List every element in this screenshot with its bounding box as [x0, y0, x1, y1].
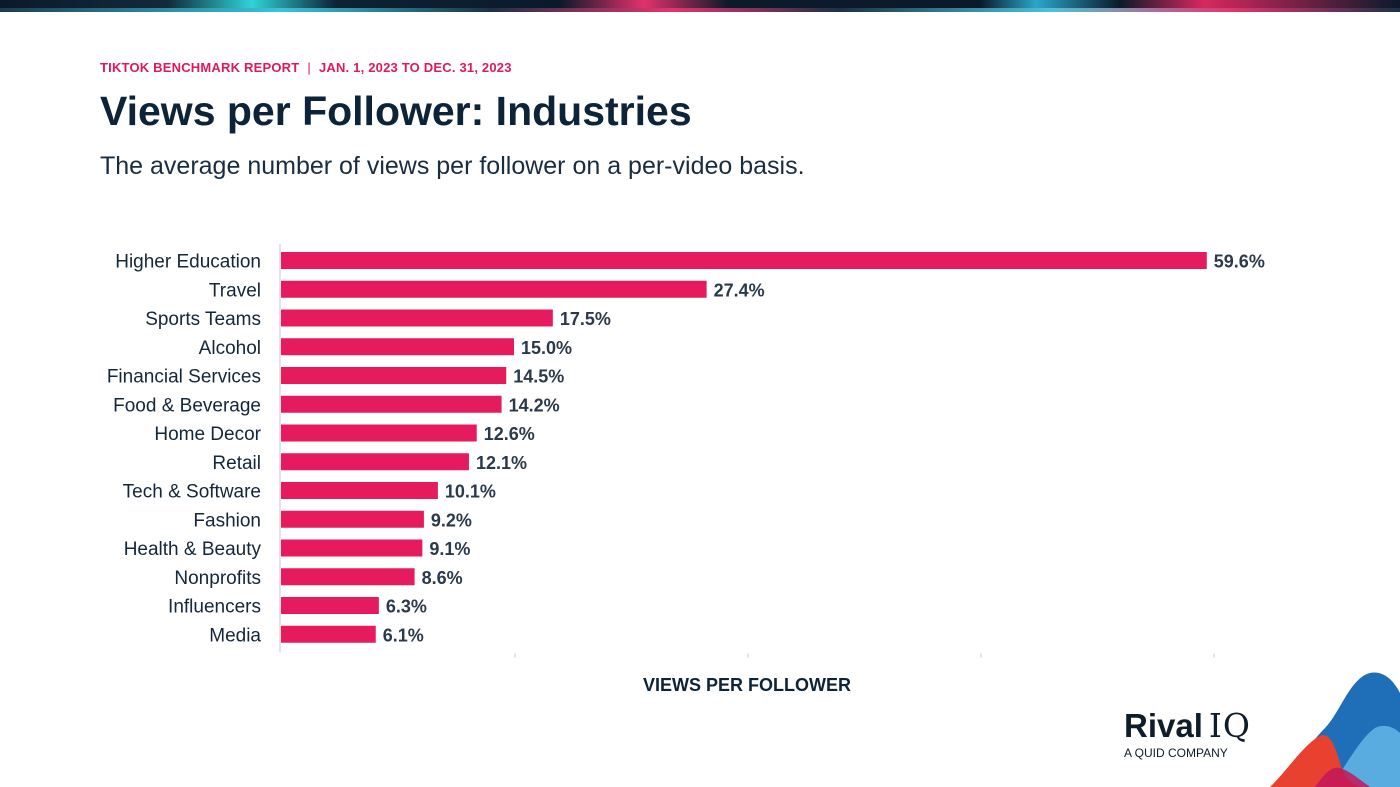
bar: [281, 625, 376, 643]
category-label: Alcohol: [199, 338, 261, 359]
report-name: TIKTOK BENCHMARK REPORT: [100, 60, 300, 75]
bar-row: Retail 12.1%: [212, 453, 527, 474]
eyebrow-separator: |: [307, 60, 311, 75]
bar-row: Financial Services 14.5%: [107, 367, 564, 388]
value-label: 27.4%: [714, 280, 765, 300]
category-label: Media: [209, 625, 261, 646]
bar-row: Health & Beauty 9.1%: [124, 539, 471, 560]
value-label: 9.1%: [429, 539, 470, 559]
decorative-top-stripe: [0, 0, 1400, 12]
value-label: 6.1%: [383, 625, 424, 645]
value-label: 59.6%: [1214, 252, 1265, 272]
page-subtitle: The average number of views per follower…: [100, 152, 805, 180]
bar: [281, 338, 514, 356]
category-label: Home Decor: [154, 424, 261, 445]
value-label: 8.6%: [422, 568, 463, 588]
category-label: Retail: [212, 453, 261, 474]
bar-row: Home Decor 12.6%: [154, 424, 534, 445]
category-label: Higher Education: [115, 252, 261, 273]
value-label: 9.2%: [431, 510, 472, 530]
bar-row: Travel 27.4%: [209, 280, 765, 301]
category-label: Sports Teams: [145, 309, 261, 330]
bar-row: Fashion 9.2%: [193, 510, 472, 531]
report-eyebrow: TIKTOK BENCHMARK REPORT | JAN. 1, 2023 TO …: [100, 60, 512, 75]
category-label: Travel: [209, 280, 261, 301]
bar-row: Higher Education 59.6%: [115, 252, 1265, 273]
bar-row: Sports Teams 17.5%: [145, 309, 611, 330]
bar-row: Tech & Software 10.1%: [123, 482, 496, 503]
decorative-wave-graphic: [1270, 672, 1400, 787]
bar: [281, 453, 469, 471]
value-label: 15.0%: [521, 338, 572, 358]
bar: [281, 252, 1207, 269]
bar: [281, 482, 438, 499]
logo-name: Rival: [1124, 707, 1203, 744]
report-date-range: JAN. 1, 2023 TO DEC. 31, 2023: [318, 60, 512, 75]
logo-name-suffix: IQ: [1208, 706, 1251, 745]
value-label: 6.3%: [386, 597, 427, 617]
logo-wordmark: Rival IQ: [1124, 708, 1294, 744]
value-label: 10.1%: [445, 482, 496, 502]
value-label: 14.2%: [509, 395, 560, 415]
category-label: Health & Beauty: [124, 539, 262, 560]
bar: [281, 395, 502, 413]
bar: [281, 539, 423, 557]
bar: [281, 597, 379, 614]
bar: [281, 367, 507, 384]
category-label: Tech & Software: [123, 482, 261, 503]
x-axis-title: VIEWS PER FOLLOWER: [642, 675, 851, 695]
value-label: 12.6%: [484, 424, 535, 444]
bar-row: Nonprofits 8.6%: [174, 568, 462, 589]
rival-iq-logo: Rival IQ A QUID COMPANY: [1124, 708, 1294, 761]
value-label: 17.5%: [560, 309, 611, 329]
bar: [281, 280, 707, 298]
bar: [281, 424, 477, 442]
value-label: 14.5%: [513, 367, 564, 387]
page-title: Views per Follower: Industries: [100, 88, 692, 134]
category-label: Financial Services: [107, 367, 261, 388]
bar-row: Alcohol 15.0%: [199, 338, 572, 359]
category-label: Nonprofits: [174, 568, 261, 589]
category-label: Food & Beverage: [113, 395, 261, 416]
bar: [281, 309, 553, 327]
category-label: Fashion: [193, 510, 261, 531]
bar-row: Food & Beverage 14.2%: [113, 395, 559, 416]
category-label: Influencers: [168, 597, 261, 618]
value-label: 12.1%: [476, 453, 527, 473]
bar: [281, 510, 424, 528]
bar: [281, 568, 415, 586]
bar-row: Influencers 6.3%: [168, 597, 427, 618]
bar-row: Media 6.1%: [209, 625, 424, 646]
logo-tagline: A QUID COMPANY: [1124, 746, 1228, 760]
